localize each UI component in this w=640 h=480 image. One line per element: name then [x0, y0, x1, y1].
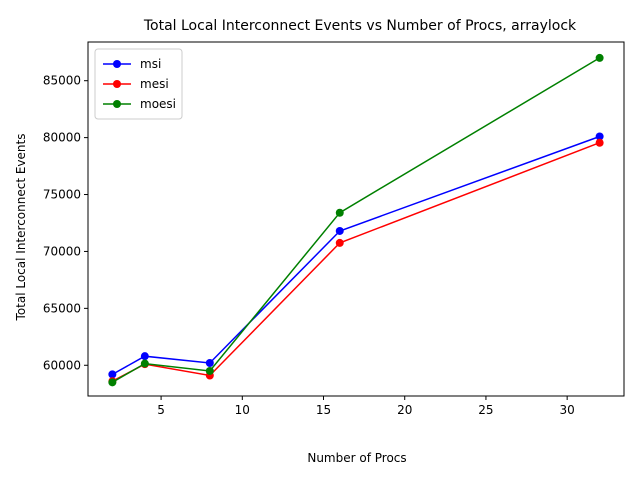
x-tick-label: 25: [478, 403, 493, 417]
legend-marker-mesi: [113, 80, 121, 88]
legend-marker-msi: [113, 60, 121, 68]
legend-label-moesi: moesi: [140, 97, 176, 111]
x-tick-label: 30: [560, 403, 575, 417]
data-point-msi: [140, 352, 149, 361]
data-point-msi: [595, 132, 604, 141]
y-tick-label: 65000: [43, 301, 81, 315]
data-point-msi: [205, 358, 214, 367]
y-tick-label: 85000: [43, 74, 81, 88]
y-tick-label: 80000: [43, 131, 81, 145]
legend: msi mesi moesi: [94, 48, 183, 120]
x-axis-title: Number of Procs: [307, 451, 406, 465]
y-tick-label: 60000: [43, 358, 81, 372]
data-point-msi: [335, 226, 344, 235]
x-tick-label: 10: [235, 403, 250, 417]
data-point-moesi: [140, 359, 149, 368]
y-tick-label: 70000: [43, 244, 81, 258]
data-point-moesi: [205, 366, 214, 375]
legend-label-msi: msi: [140, 57, 161, 71]
y-axis-title: Total Local Interconnect Events: [14, 134, 28, 322]
y-tick-label: 75000: [43, 188, 81, 202]
data-point-mesi: [335, 238, 344, 247]
data-point-mesi: [595, 138, 604, 147]
axes-frame: [87, 41, 625, 397]
x-tick-label: 5: [157, 403, 165, 417]
plot-area: 5 10 15 20 25 30 60000 65000 70000 75000 80000 8500…: [43, 41, 625, 417]
x-tick-label: 15: [316, 403, 331, 417]
x-tick-label: 20: [397, 403, 412, 417]
data-point-moesi: [108, 378, 117, 387]
data-point-moesi: [595, 53, 604, 62]
data-point-msi: [108, 370, 117, 379]
data-point-moesi: [335, 208, 344, 217]
legend-label-mesi: mesi: [140, 77, 169, 91]
chart-title: Total Local Interconnect Events vs Numbe…: [143, 18, 577, 34]
legend-marker-moesi: [113, 100, 121, 108]
